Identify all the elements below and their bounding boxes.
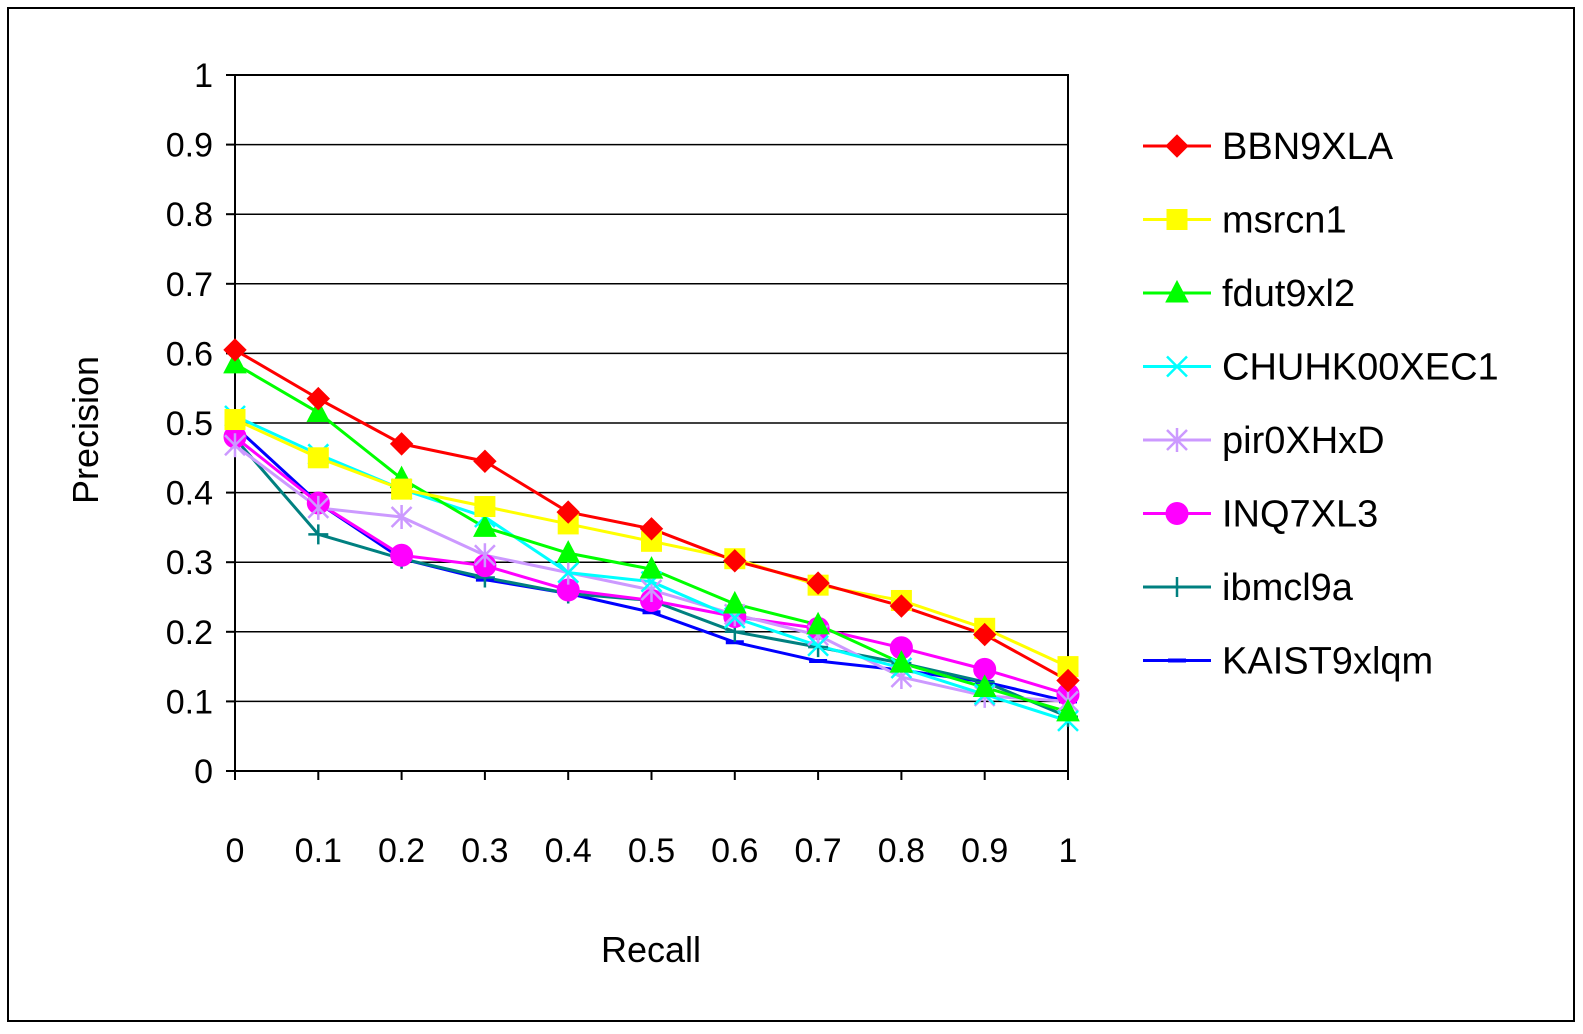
data-point-inq7xl3 [390,543,414,567]
y-tick-label: 1 [194,57,213,95]
legend: BBN9XLA msrcn1 fdut9xl2 CHUHK00XEC1 pir0XHxD… [1143,126,1499,683]
y-tick-label: 0.5 [166,405,213,443]
legend-label: ibmcl9a [1222,567,1354,609]
y-tick-label: 0.3 [166,544,213,582]
y-tick-label: 0 [194,753,213,791]
axis-ticks: 0 0.1 0.2 0.3 0.4 0.5 0.6 0.7 0.8 0.9 1 0 0.1 0.2 0.3 0… [166,57,1078,870]
y-tick-label: 0.4 [166,475,213,513]
data-point-bbn9xla [972,622,997,647]
legend-item: KAIST9xlqm [1143,641,1433,683]
data-point-bbn9xla [223,338,247,362]
data-point-pir0xhxd [390,504,413,529]
x-tick-label: 0.4 [545,832,592,870]
x-tick-label: 0.3 [461,832,508,870]
x-tick-label: 0.9 [961,832,1008,870]
legend-item: CHUHK00XEC1 [1143,347,1499,389]
data-point-fdut9xl2 [306,399,331,423]
legend-marker [1165,134,1189,158]
data-point-chuhk00xec1 [557,561,580,584]
data-point-fdut9xl2 [473,514,497,537]
data-point-fdut9xl2 [1056,698,1080,722]
x-tick-label: 0.8 [878,832,925,870]
legend-item: fdut9xl2 [1143,273,1355,315]
legend-label: pir0XHxD [1222,420,1385,462]
x-tick-label: 0.6 [711,832,758,870]
x-tick-label: 0 [226,832,245,870]
x-tick-label: 0.2 [378,832,425,870]
data-point-fdut9xl2 [722,590,747,614]
data-point-ibmcl9a [308,524,329,545]
data-point-bbn9xla [1056,668,1080,693]
x-tick-label: 1 [1059,832,1078,870]
y-tick-label: 0.6 [166,335,213,373]
data-point-pir0xhxd [474,543,496,568]
x-tick-label: 0.5 [628,832,675,870]
data-point-bbn9xla [639,517,664,541]
series-markers [223,338,1080,732]
legend-item: msrcn1 [1143,200,1347,242]
x-tick-label: 0.1 [295,832,342,870]
data-point-bbn9xla [556,500,580,524]
y-tick-label: 0.7 [166,266,213,304]
legend-label: INQ7XL3 [1222,494,1378,536]
data-point-fdut9xl2 [223,350,247,374]
legend-marker [1166,428,1188,452]
legend-label: fdut9xl2 [1222,273,1355,315]
legend-label: msrcn1 [1222,200,1347,242]
legend-label: KAIST9xlqm [1222,641,1433,683]
y-tick-label: 0.9 [166,127,213,165]
data-point-fdut9xl2 [972,674,997,697]
data-point-fdut9xl2 [556,540,581,563]
y-tick-label: 0.1 [166,683,213,721]
x-tick-label: 0.7 [794,832,841,870]
y-tick-label: 0.2 [166,614,213,652]
legend-label: BBN9XLA [1222,126,1394,168]
data-point-msrcn1 [391,478,413,500]
legend-label: CHUHK00XEC1 [1222,347,1499,389]
data-point-fdut9xl2 [889,650,914,673]
data-point-fdut9xl2 [806,611,830,635]
data-point-chuhk00xec1 [807,634,829,657]
data-point-bbn9xla [389,432,414,456]
legend-item: ibmcl9a [1143,567,1354,609]
data-point-bbn9xla [306,386,331,411]
data-point-fdut9xl2 [639,556,664,579]
legend-marker [1166,209,1188,230]
data-point-pir0xhxd [307,495,330,520]
data-point-msrcn1 [474,496,496,518]
data-point-bbn9xla [889,594,914,618]
x-axis-title: Recall [601,929,701,970]
legend-marker [1167,577,1187,597]
legend-marker [1166,355,1188,378]
legend-marker [1165,279,1189,303]
data-point-bbn9xla [723,549,747,573]
chart-border [7,7,1575,1022]
y-axis-title: Precision [65,356,106,504]
data-point-msrcn1 [224,409,246,431]
y-tick-label: 0.8 [166,196,213,234]
data-point-bbn9xla [806,571,830,595]
legend-item: BBN9XLA [1143,126,1394,168]
data-point-bbn9xla [473,449,497,473]
data-point-msrcn1 [307,447,329,469]
legend-marker [1165,502,1189,525]
data-point-pir0xhxd [224,433,246,458]
legend-item: INQ7XL3 [1143,494,1378,536]
legend-item: pir0XHxD [1143,420,1385,462]
